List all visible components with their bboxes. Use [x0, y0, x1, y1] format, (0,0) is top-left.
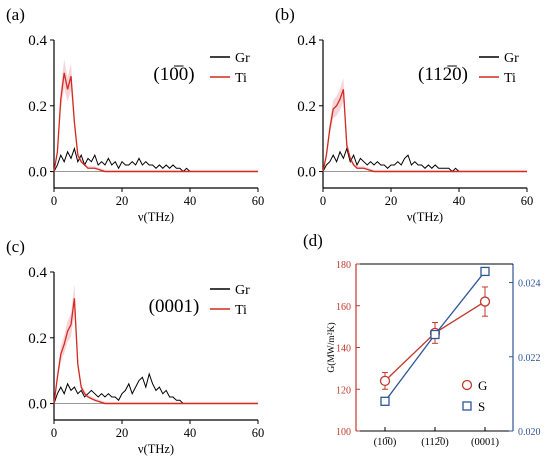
panel-label: (c)	[6, 237, 25, 256]
x-tick-label: 40	[184, 194, 197, 208]
x-tick-label: 0	[51, 426, 57, 440]
y-tick-label: 0.0	[297, 165, 316, 181]
category-label: (10̅0)	[374, 437, 397, 448]
y-tick-label: 0.2	[28, 331, 47, 347]
y-axis-label: G(MW/m²K)	[326, 322, 337, 372]
g-point	[379, 375, 391, 387]
legend-ti-label: Ti	[235, 71, 247, 86]
y-tick-label: 0.2	[297, 99, 316, 115]
ti-series-line	[53, 72, 258, 173]
panel-label: (b)	[275, 5, 295, 24]
orientation-annotation: (0001)	[149, 296, 200, 317]
legend-gr-label: Gr	[504, 51, 519, 66]
y-tick-label: 0.4	[297, 33, 316, 49]
x-tick-label: 0	[320, 194, 326, 208]
panel-label: (a)	[6, 5, 25, 24]
right-tick-label: 0.022	[518, 353, 541, 364]
y-tick-label: 0.2	[28, 99, 47, 115]
orientation-annotation: (10̅0)	[153, 64, 194, 85]
x-tick-label: 60	[252, 194, 265, 208]
y-tick-label: 0.4	[28, 265, 47, 281]
gr-series-line	[322, 146, 527, 173]
x-tick-label: 40	[184, 426, 197, 440]
left-tick-label: 100	[336, 427, 351, 438]
g-point	[479, 296, 491, 307]
x-tick-label: 60	[252, 426, 265, 440]
x-tick-label: 20	[116, 426, 129, 440]
y-tick-label: 0.4	[28, 33, 47, 49]
orientation-annotation: (112̅0)	[418, 64, 468, 85]
category-label: (0001)	[471, 437, 499, 448]
spectrum-panel-2: (b) 0 20 40 60 0.0 0.2 0.4 ν(THz) (112̅0) Gr Ti	[275, 5, 533, 224]
right-tick-label: 0.020	[518, 427, 541, 438]
x-tick-label: 40	[453, 194, 466, 208]
spectrum-panel-3: (c) 0 20 40 60 0.0 0.2 0.4 ν(THz) (0001) Gr Ti	[6, 237, 264, 456]
x-tick-label: 20	[116, 194, 129, 208]
ti-band	[323, 77, 527, 172]
category-label: (112̅0)	[421, 437, 449, 448]
left-tick-label: 140	[336, 344, 351, 355]
left-tick-label: 120	[336, 385, 351, 396]
s-point	[380, 396, 390, 406]
spectrum-panel-1: (a) 0 20 40 60 0.0 0.2 0.4 ν(THz) (10̅0) Gr Ti	[6, 5, 264, 224]
right-tick-label: 0.024	[518, 279, 541, 290]
x-tick-label: 0	[51, 194, 57, 208]
conductance-panel: (d) 100 120 140 160 180 0.020 0.022 0.024 (10̅0) (…	[303, 231, 541, 448]
x-axis-label: ν(THz)	[407, 210, 443, 224]
ti-series-line	[53, 298, 258, 405]
x-tick-label: 60	[521, 194, 534, 208]
panel-label: (d)	[303, 231, 323, 250]
left-tick-label: 160	[336, 302, 351, 313]
s-point	[480, 266, 490, 277]
x-axis-label: ν(THz)	[138, 442, 174, 456]
gr-series-line	[53, 146, 258, 173]
gr-series-line	[53, 372, 258, 405]
legend-s-marker	[462, 401, 472, 411]
legend-gr-label: Gr	[235, 51, 250, 66]
ti-band	[54, 284, 258, 404]
x-axis-label: ν(THz)	[138, 210, 174, 224]
legend-g-label: G	[478, 378, 487, 393]
legend-s-label: S	[478, 399, 485, 414]
legend-g-marker	[461, 379, 473, 391]
ti-series-line	[322, 89, 527, 173]
y-tick-label: 0.0	[28, 165, 47, 181]
x-tick-label: 20	[385, 194, 398, 208]
y-tick-label: 0.0	[28, 397, 47, 413]
s-point	[430, 329, 440, 340]
legend-ti-label: Ti	[235, 303, 247, 318]
legend-gr-label: Gr	[235, 283, 250, 298]
left-tick-label: 180	[336, 260, 351, 271]
legend-ti-label: Ti	[504, 71, 516, 86]
